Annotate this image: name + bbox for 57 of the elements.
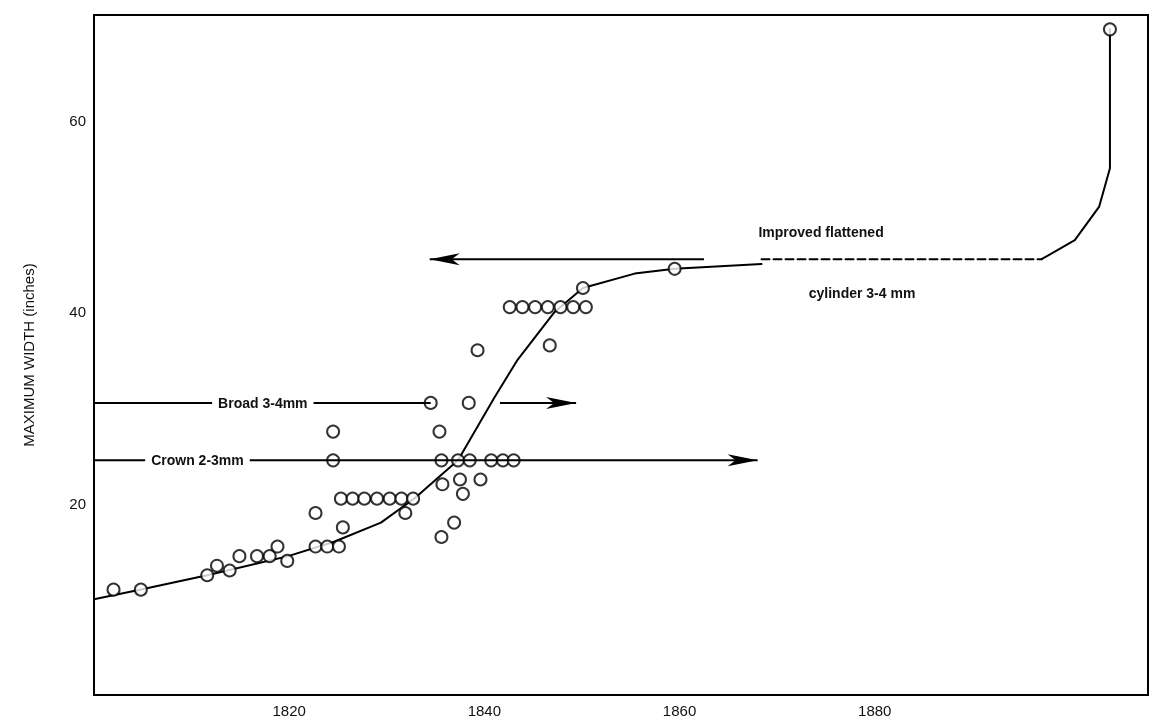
point	[249, 549, 264, 564]
point	[432, 424, 447, 439]
y-tick-label: 60	[69, 111, 86, 129]
line-series	[93, 263, 763, 601]
point	[667, 261, 682, 276]
point	[262, 549, 277, 564]
y-tick-label: 40	[69, 303, 86, 321]
point	[320, 539, 335, 554]
x-tick-label: 1880	[858, 702, 892, 719]
point	[345, 491, 360, 506]
x-tick-label: 1840	[467, 702, 502, 719]
point	[308, 506, 323, 521]
point	[502, 300, 517, 315]
point	[473, 472, 488, 487]
point	[357, 491, 372, 506]
point	[452, 472, 467, 487]
point	[106, 582, 121, 597]
point	[232, 549, 247, 564]
point	[434, 529, 449, 544]
point	[270, 539, 285, 554]
point	[461, 395, 476, 410]
point	[326, 424, 341, 439]
point	[382, 491, 397, 506]
point	[133, 582, 148, 597]
point	[222, 563, 237, 578]
point	[553, 300, 568, 315]
annotation: Crown 2-3mm	[151, 452, 244, 469]
annotation: cylinder 3-4 mm	[808, 284, 916, 301]
point	[566, 300, 581, 315]
point	[455, 486, 470, 501]
point	[398, 506, 413, 521]
point	[447, 515, 462, 530]
point	[200, 568, 215, 583]
annotation: Broad 3-4mm	[218, 394, 308, 411]
point	[333, 491, 348, 506]
x-tick-label: 1860	[662, 702, 697, 719]
point	[540, 300, 555, 315]
point	[331, 539, 346, 554]
point	[335, 520, 350, 535]
point	[280, 553, 295, 568]
point	[1102, 22, 1117, 37]
point	[528, 300, 543, 315]
point	[470, 343, 485, 358]
y-axis-title: MAXIMUM WIDTH (inches)	[20, 263, 37, 447]
annotation: Improved flattened	[758, 224, 884, 241]
point	[578, 300, 593, 315]
point	[542, 338, 557, 353]
point	[575, 280, 590, 295]
point	[308, 539, 323, 554]
x-tick-label: 1820	[272, 702, 306, 719]
point	[515, 300, 530, 315]
y-tick-label: 20	[69, 494, 86, 512]
point	[370, 491, 385, 506]
point	[406, 491, 421, 506]
point	[435, 477, 450, 492]
point	[394, 491, 409, 506]
point	[209, 558, 224, 573]
